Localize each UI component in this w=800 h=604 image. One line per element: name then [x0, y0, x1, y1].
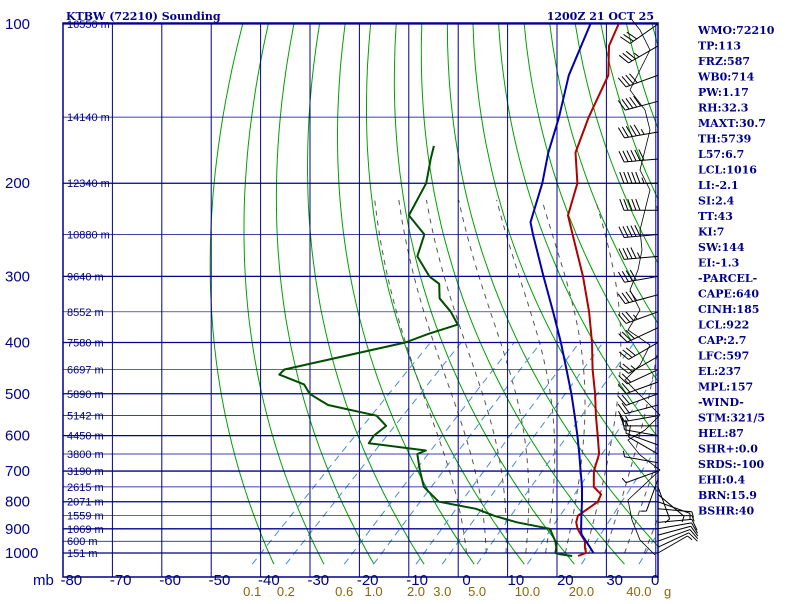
index-item: FRZ:587: [698, 55, 750, 68]
height-label: 14140 m: [67, 112, 110, 124]
temperature-tick-label: -70: [110, 572, 132, 589]
height-label: 12340 m: [67, 178, 110, 190]
temperature-tick-label: -30: [307, 572, 329, 589]
pressure-tick-label: 400: [5, 334, 30, 351]
index-item: LI:-2.1: [698, 179, 739, 192]
height-label: 3800 m: [67, 449, 104, 461]
temperature-tick-label: -80: [60, 572, 82, 589]
mixing-ratio-tick-label: 0.2: [277, 584, 295, 599]
mixing-ratio-tick-label: 10.0: [515, 584, 540, 599]
height-label: 2615 m: [67, 482, 104, 494]
index-item: TP:113: [698, 40, 741, 53]
mixing-ratio-tick-label: 2.0: [407, 584, 425, 599]
height-label: 9640 m: [67, 271, 104, 283]
index-item: LCL:922: [698, 319, 749, 332]
index-item: HEL:87: [698, 427, 744, 440]
index-item: -WIND-: [698, 396, 744, 409]
index-item: PW:1.17: [698, 86, 749, 99]
height-label: 600 m: [67, 536, 98, 548]
height-label: 8552 m: [67, 307, 104, 319]
index-item: SI:2.4: [698, 195, 735, 208]
index-item: -PARCEL-: [698, 272, 757, 285]
mixing-ratio-tick-label: 20.0: [569, 584, 594, 599]
index-item: L57:6.7: [698, 148, 744, 161]
mixing-ratio-tick-label: 1.0: [365, 584, 383, 599]
index-item: EI:-1.3: [698, 257, 739, 270]
index-item: WB0:714: [697, 71, 755, 84]
index-item: BRN:15.9: [698, 489, 757, 502]
mixing-ratio-tick-label: 40.0: [626, 584, 651, 599]
index-item: WMO:72210: [697, 24, 775, 37]
pressure-tick-label: 600: [5, 428, 30, 445]
height-label: 151 m: [67, 548, 98, 560]
height-label: 6697 m: [67, 365, 104, 377]
index-item: CINH:185: [698, 303, 759, 316]
height-label: 10880 m: [67, 230, 110, 242]
index-item: LCL:1016: [698, 164, 757, 177]
pressure-tick-label: 1000: [5, 545, 38, 562]
temp-tick-label-40: 0: [651, 572, 659, 589]
mixing-ratio-tick-label: 0.6: [335, 584, 353, 599]
temperature-tick-label: -60: [159, 572, 181, 589]
pressure-tick-label: 900: [5, 521, 30, 538]
height-label: 7580 m: [67, 337, 104, 349]
pressure-tick-label: 100: [5, 16, 30, 33]
index-item: EL:237: [698, 365, 741, 378]
index-item: SHR+:0.0: [698, 443, 758, 456]
index-item: BSHR:40: [698, 505, 754, 518]
height-label: 4450 m: [67, 431, 104, 443]
height-label: 16550 m: [67, 19, 110, 31]
pressure-tick-label: 700: [5, 463, 30, 480]
index-item: MPL:157: [698, 381, 753, 394]
temperature-tick-label: -50: [209, 572, 231, 589]
pressure-unit-label: mb: [33, 572, 54, 589]
index-item: TT:43: [698, 210, 733, 223]
index-item: CAPE:640: [698, 288, 759, 301]
index-item: TH:5739: [698, 133, 751, 146]
height-label: 1069 m: [67, 524, 104, 536]
pressure-tick-label: 200: [5, 175, 30, 192]
pressure-tick-label: 300: [5, 268, 30, 285]
index-item: KI:7: [698, 226, 724, 239]
temperature-tick-label: 30: [606, 572, 623, 589]
index-item: LFC:597: [698, 350, 749, 363]
index-item: MAXT:30.7: [698, 117, 766, 130]
mixing-ratio-tick-label: 0.1: [243, 584, 261, 599]
index-item: CAP:2.7: [698, 334, 746, 347]
index-item: STM:321/5: [698, 412, 765, 425]
index-item: SW:144: [698, 241, 745, 254]
index-item: RH:32.3: [698, 102, 748, 115]
height-label: 2071 m: [67, 497, 104, 509]
chart-subtitle: 1200Z 21 OCT 25: [547, 10, 654, 23]
mixing-ratio-unit-label: g: [664, 584, 671, 599]
pressure-tick-label: 800: [5, 494, 30, 511]
pressure-tick-label: 500: [5, 386, 30, 403]
index-item: SRDS:-100: [698, 458, 765, 471]
height-label: 1559 m: [67, 511, 104, 523]
mixing-ratio-tick-label: 5.0: [468, 584, 486, 599]
height-label: 5890 m: [67, 389, 104, 401]
index-item: EHI:0.4: [698, 474, 745, 487]
height-label: 5142 m: [67, 411, 104, 423]
mixing-ratio-tick-label: 3.0: [433, 584, 451, 599]
height-label: 3190 m: [67, 466, 104, 478]
